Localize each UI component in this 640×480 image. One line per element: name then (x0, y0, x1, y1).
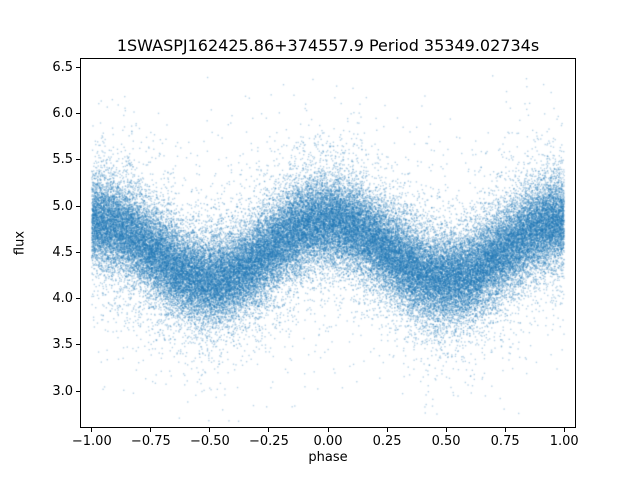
y-tick-label: 5.5 (52, 152, 73, 168)
x-tick-mark (386, 428, 388, 432)
x-tick-label: −0.50 (189, 434, 230, 449)
x-tick-label: −1.00 (71, 434, 112, 449)
x-tick-label: 1.00 (549, 434, 579, 449)
x-tick-mark (504, 428, 506, 432)
y-tick-label: 4.0 (52, 291, 73, 306)
x-tick-mark (268, 428, 270, 432)
x-tick-label: −0.75 (130, 434, 171, 449)
y-tick-label: 4.5 (52, 244, 73, 260)
x-tick-mark (209, 428, 211, 432)
y-axis-label: flux (12, 230, 28, 256)
x-tick-label: −0.25 (249, 434, 289, 449)
y-tick-mark (76, 159, 80, 161)
x-tick-mark (327, 428, 329, 432)
x-tick-mark (91, 428, 93, 432)
x-tick-label: 0.75 (490, 434, 520, 449)
x-tick-label: 0.00 (313, 434, 343, 449)
x-axis-label: phase (308, 450, 348, 465)
y-tick-mark (76, 344, 80, 346)
y-tick-mark (76, 251, 80, 253)
y-tick-mark (76, 298, 80, 299)
x-tick-label: 0.50 (431, 434, 461, 449)
x-tick-mark (563, 428, 565, 432)
x-tick-mark (445, 428, 447, 432)
y-tick-label: 6.5 (52, 59, 73, 75)
y-tick-label: 6.0 (52, 106, 73, 121)
y-tick-label: 3.5 (52, 337, 73, 353)
y-tick-mark (76, 66, 80, 68)
x-tick-mark (150, 428, 152, 432)
x-tick-label: 0.25 (372, 434, 402, 449)
y-tick-label: 5.0 (52, 198, 73, 214)
chart-title: 1SWASPJ162425.86+374557.9 Period 35349.0… (116, 36, 540, 55)
y-tick-label: 3.0 (52, 383, 73, 399)
axes-frame (80, 58, 576, 428)
y-tick-mark (76, 113, 80, 114)
y-tick-mark (76, 205, 80, 207)
y-tick-mark (76, 390, 80, 392)
